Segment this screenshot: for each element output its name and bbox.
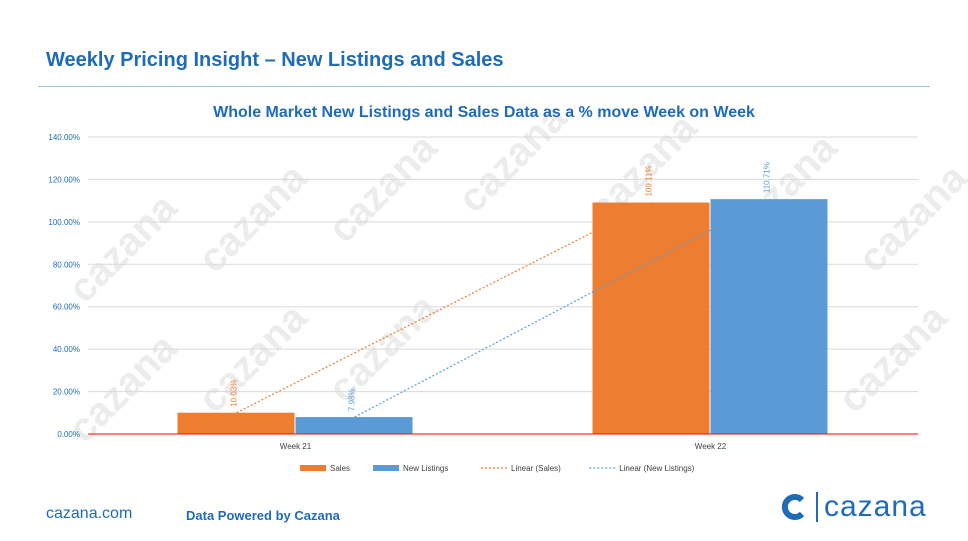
- y-tick-label: 0.00%: [57, 430, 80, 439]
- legend-swatch: [373, 465, 399, 471]
- chart: Whole Market New Listings and Sales Data…: [48, 104, 918, 473]
- x-tick-label: Week 21: [280, 442, 312, 451]
- y-tick-label: 80.00%: [53, 260, 80, 269]
- data-label: 110.71%: [763, 162, 772, 193]
- title-rule: [38, 86, 930, 87]
- bar-sales: [592, 202, 710, 434]
- y-tick-label: 140.00%: [48, 133, 80, 142]
- y-tick-label: 120.00%: [48, 175, 80, 184]
- legend-swatch: [300, 465, 326, 471]
- data-label: 10.03%: [230, 380, 239, 407]
- data-label: 109.11%: [645, 166, 654, 197]
- logo-text: cazana: [824, 490, 927, 523]
- legend-label: Linear (New Listings): [619, 464, 694, 473]
- cazana-logo: cazana: [780, 490, 927, 524]
- bar-new-listings: [295, 417, 413, 434]
- y-tick-label: 100.00%: [48, 218, 80, 227]
- legend-label: Linear (Sales): [511, 464, 561, 473]
- y-tick-label: 60.00%: [53, 303, 80, 312]
- x-tick-label: Week 22: [695, 442, 727, 451]
- bar-sales: [177, 412, 295, 434]
- chart-title: Whole Market New Listings and Sales Data…: [213, 104, 755, 121]
- cazana-logo-icon: [781, 494, 805, 520]
- page-title: Weekly Pricing Insight – New Listings an…: [46, 49, 504, 71]
- logo-separator: [816, 492, 818, 522]
- y-tick-label: 40.00%: [53, 345, 80, 354]
- legend-label: Sales: [330, 464, 350, 473]
- trendline-sales: [236, 201, 652, 414]
- bar-new-listings: [710, 199, 828, 434]
- legend-label: New Listings: [403, 464, 448, 473]
- footer-powered-by: Data Powered by Cazana: [186, 508, 340, 523]
- y-tick-label: 20.00%: [53, 388, 80, 397]
- footer-url[interactable]: cazana.com: [46, 505, 133, 522]
- data-label: 7.98%: [348, 388, 357, 411]
